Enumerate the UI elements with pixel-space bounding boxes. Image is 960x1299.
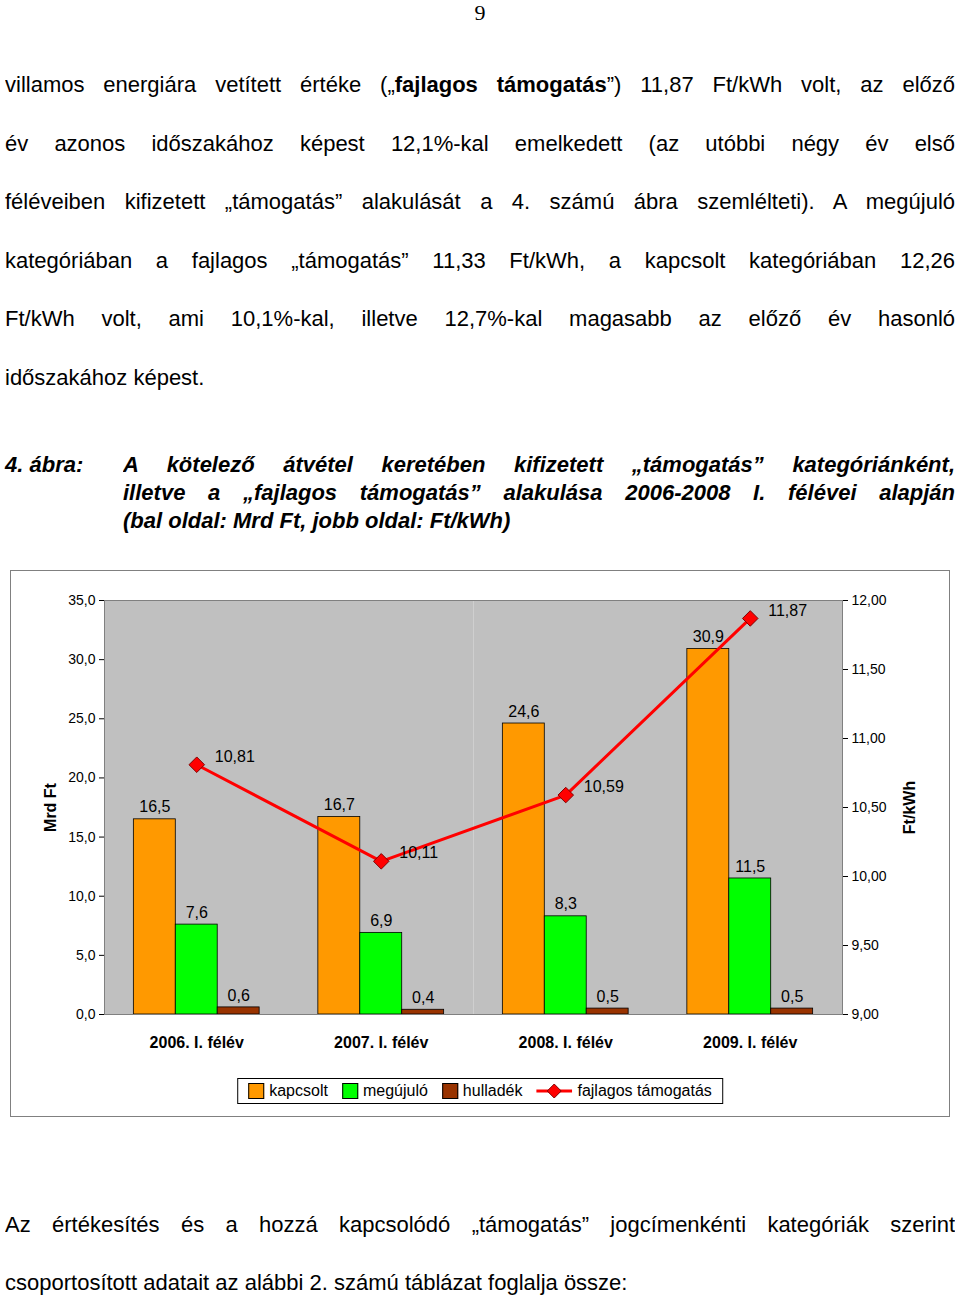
svg-text:10,0: 10,0 bbox=[68, 888, 95, 904]
svg-text:30,9: 30,9 bbox=[693, 628, 724, 645]
svg-text:35,0: 35,0 bbox=[68, 592, 95, 608]
svg-text:25,0: 25,0 bbox=[68, 710, 95, 726]
svg-text:Ft/kWh: Ft/kWh bbox=[901, 781, 918, 834]
html-text:időszakához képest.: időszakához képest. bbox=[5, 364, 205, 390]
svg-text:16,5: 16,5 bbox=[139, 798, 170, 815]
html-text:csoportosított adatait az aláb: csoportosított adatait az alábbi 2. szám… bbox=[5, 1270, 628, 1295]
svg-text:10,59: 10,59 bbox=[584, 778, 624, 795]
svg-text:15,0: 15,0 bbox=[68, 829, 95, 845]
svg-text:16,7: 16,7 bbox=[324, 796, 355, 813]
html-text:illetve a „fajlagos támogatás”: illetve a „fajlagos támogatás” alakulása… bbox=[123, 480, 955, 505]
html-text:9: 9 bbox=[474, 0, 486, 25]
svg-text:5,0: 5,0 bbox=[76, 947, 96, 963]
svg-text:8,3: 8,3 bbox=[555, 895, 577, 912]
svg-text:0,5: 0,5 bbox=[597, 988, 619, 1005]
html-text:fajlagos támogatás: fajlagos támogatás bbox=[577, 1082, 712, 1099]
svg-text:11,87: 11,87 bbox=[768, 602, 807, 619]
svg-text:Mrd Ft: Mrd Ft bbox=[42, 782, 59, 832]
svg-text:10,11: 10,11 bbox=[399, 844, 438, 861]
svg-text:10,00: 10,00 bbox=[852, 868, 887, 884]
svg-text:0,6: 0,6 bbox=[228, 987, 250, 1004]
svg-text:9,00: 9,00 bbox=[852, 1006, 879, 1022]
svg-text:10,81: 10,81 bbox=[215, 748, 255, 765]
svg-text:6,9: 6,9 bbox=[370, 912, 392, 929]
svg-text:9,50: 9,50 bbox=[852, 937, 879, 953]
html-text:hulladék: hulladék bbox=[462, 1082, 523, 1099]
html-text:év azonos időszakához képest 1: év azonos időszakához képest 12,1%-kal e… bbox=[5, 130, 955, 156]
svg-text:11,00: 11,00 bbox=[852, 730, 886, 746]
html-text:villamos energiára vetített ér: villamos energiára vetített értéke („ fa… bbox=[5, 72, 955, 97]
svg-text:0,4: 0,4 bbox=[412, 989, 434, 1006]
html-text:Az értékesítés és a hozzá kapc: Az értékesítés és a hozzá kapcsolódó „tá… bbox=[5, 1212, 955, 1237]
svg-text:12,00: 12,00 bbox=[852, 592, 887, 608]
svg-text:11,50: 11,50 bbox=[852, 661, 886, 677]
svg-text:7,6: 7,6 bbox=[186, 904, 208, 921]
svg-text:0,5: 0,5 bbox=[781, 988, 803, 1005]
html-text:4. ábra:: 4. ábra: bbox=[5, 452, 84, 477]
svg-text:30,0: 30,0 bbox=[68, 651, 95, 667]
svg-text:11,5: 11,5 bbox=[735, 858, 765, 875]
html-text:(bal oldal: Mrd Ft, jobb oldal: (bal oldal: Mrd Ft, jobb oldal: Ft/kWh) bbox=[123, 508, 511, 533]
html-text:A kötelező átvétel keretében k: A kötelező átvétel keretében kifizetett … bbox=[123, 452, 955, 477]
svg-text:10,50: 10,50 bbox=[852, 799, 887, 815]
svg-text:24,6: 24,6 bbox=[508, 703, 539, 720]
html-text:kapcsolt: kapcsolt bbox=[269, 1082, 328, 1099]
svg-text:2006. I. félév: 2006. I. félév bbox=[150, 1034, 244, 1051]
svg-text:2009. I. félév: 2009. I. félév bbox=[703, 1034, 797, 1051]
html-text:Ft/kWh volt, ami 10,1%-kal, il: Ft/kWh volt, ami 10,1%-kal, illetve 12,7… bbox=[5, 306, 955, 331]
svg-text:0,0: 0,0 bbox=[76, 1006, 96, 1022]
svg-text:2008. I. félév: 2008. I. félév bbox=[519, 1034, 613, 1051]
svg-text:2007. I. félév: 2007. I. félév bbox=[334, 1034, 428, 1051]
html-text:kategóriában a fajlagos „támog: kategóriában a fajlagos „támogatás” 11,3… bbox=[5, 247, 955, 273]
html-text:féléveiben kifizetett „támogat: féléveiben kifizetett „támogatás” alakul… bbox=[5, 189, 955, 214]
svg-text:20,0: 20,0 bbox=[68, 769, 95, 785]
html-text:megújuló: megújuló bbox=[362, 1082, 428, 1099]
